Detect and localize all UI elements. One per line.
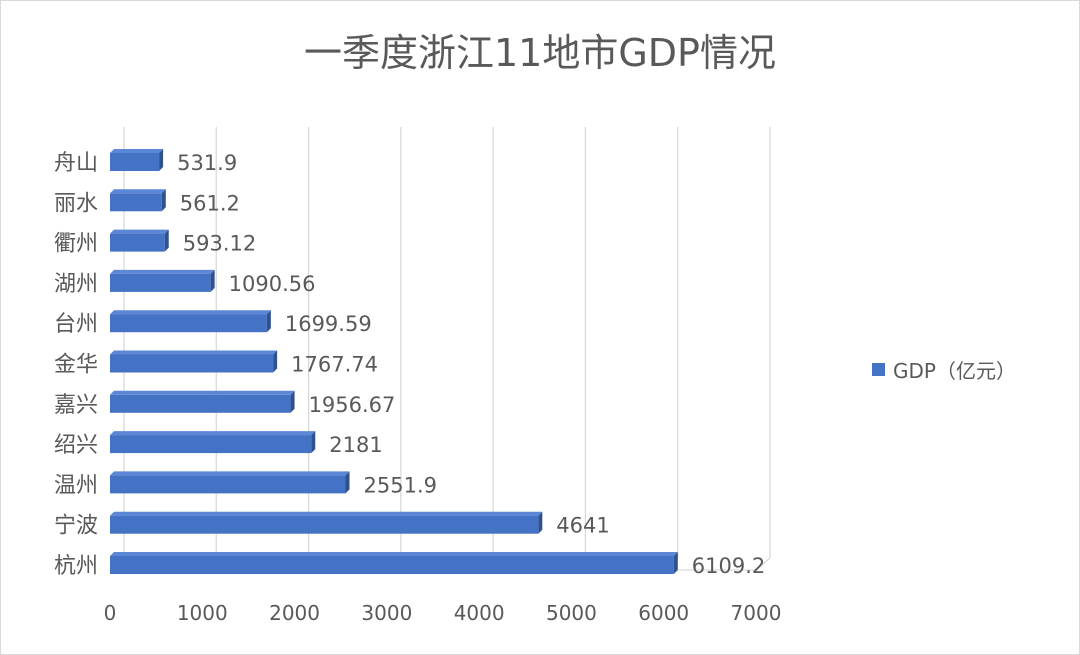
bar: [110, 229, 169, 252]
x-tick-label: 1000: [177, 601, 228, 625]
x-tick-label: 2000: [269, 601, 320, 625]
bar-end-face: [290, 390, 295, 413]
bar-end-face: [210, 269, 215, 292]
gridline-floor: [755, 557, 771, 571]
data-label: 2181: [329, 433, 382, 457]
data-label: 4641: [556, 514, 609, 538]
legend-swatch: [872, 363, 885, 376]
data-label: 531.9: [177, 151, 237, 175]
bar-end-face: [159, 149, 164, 171]
bar: [110, 269, 215, 292]
bar-end-face: [273, 350, 278, 373]
bar-top-face: [110, 390, 295, 395]
category-label: 嘉兴: [54, 393, 98, 418]
category-label: 台州: [54, 312, 98, 337]
bar-top-face: [110, 552, 678, 556]
bar-top-face: [110, 431, 316, 436]
category-label: 杭州: [54, 554, 98, 579]
bar-front-face: [110, 556, 674, 574]
x-tick-label: 7000: [731, 601, 782, 625]
category-label: 宁波: [54, 514, 98, 539]
category-label: 温州: [54, 473, 98, 498]
bar: [110, 471, 350, 494]
bar-end-face: [266, 310, 271, 333]
bar-top-face: [110, 350, 278, 355]
x-tick-label: 6000: [638, 601, 689, 625]
bar-top-face: [110, 310, 271, 315]
bar-front-face: [110, 273, 211, 292]
bar-end-face: [161, 189, 166, 212]
data-label: 1767.74: [291, 353, 378, 377]
data-label: 1956.67: [309, 393, 396, 417]
bar: [110, 431, 316, 454]
bar-top-face: [110, 269, 215, 274]
bar-front-face: [110, 153, 160, 171]
category-label: 金华: [54, 353, 98, 378]
category-label: 衢州: [54, 232, 98, 257]
bar: [110, 149, 164, 171]
bar-top-face: [110, 189, 166, 194]
bar: [110, 350, 278, 373]
bar-top-face: [110, 229, 169, 234]
data-label: 2551.9: [364, 473, 437, 497]
bar-end-face: [164, 229, 169, 252]
bar-end-face: [311, 431, 316, 454]
legend: GDP（亿元）: [872, 355, 1016, 384]
bar: [110, 552, 678, 574]
bar-front-face: [110, 354, 274, 373]
bar-top-face: [110, 511, 543, 516]
bar-front-face: [110, 193, 162, 212]
data-label: 561.2: [180, 191, 240, 215]
bar-end-face: [345, 471, 350, 494]
data-label: 1699.59: [285, 312, 372, 336]
x-tick-label: 4000: [454, 601, 505, 625]
bar-top-face: [110, 149, 164, 153]
bar-front-face: [110, 515, 539, 534]
bar-front-face: [110, 314, 267, 333]
data-label: 6109.2: [692, 554, 765, 578]
category-label: 舟山: [54, 151, 98, 176]
bar: [110, 511, 543, 534]
data-label: 593.12: [183, 232, 256, 256]
x-tick-label: 5000: [546, 601, 597, 625]
bar-end-face: [538, 511, 543, 534]
x-tick-label: 3000: [361, 601, 412, 625]
bar: [110, 189, 166, 212]
chart-title: 一季度浙江11地市GDP情况: [304, 31, 776, 75]
bar-end-face: [673, 552, 678, 574]
bar-front-face: [110, 233, 165, 252]
bar: [110, 390, 295, 413]
data-label: 1090.56: [229, 272, 316, 296]
legend-label: GDP（亿元）: [893, 359, 1016, 383]
bar-front-face: [110, 475, 346, 494]
category-label: 丽水: [54, 191, 98, 216]
bar-top-face: [110, 471, 350, 476]
category-label: 湖州: [54, 272, 98, 297]
x-tick-label: 0: [104, 601, 117, 625]
bar: [110, 310, 271, 333]
bar-front-face: [110, 394, 291, 413]
bar-front-face: [110, 435, 312, 454]
category-label: 绍兴: [54, 433, 98, 458]
